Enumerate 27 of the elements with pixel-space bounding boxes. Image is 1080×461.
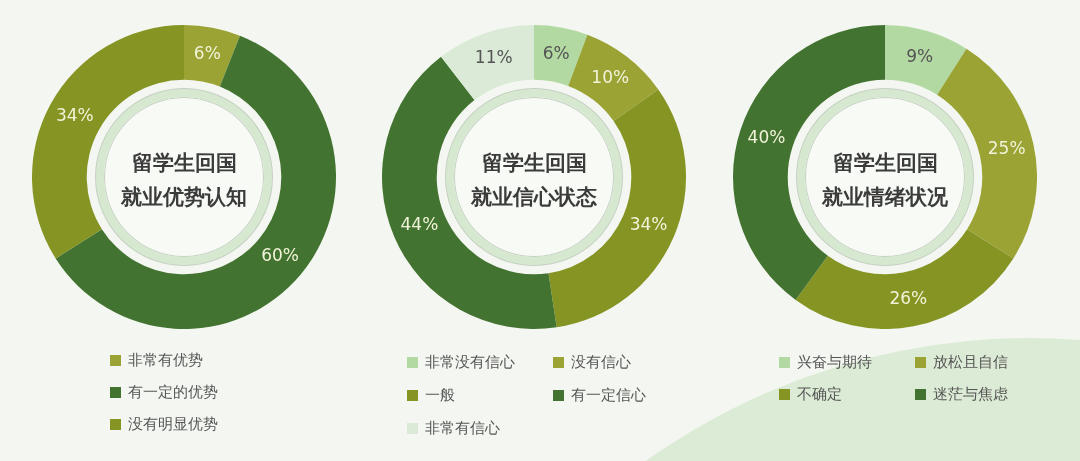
data-label: 10% [591, 66, 630, 87]
data-label: 9% [906, 45, 934, 66]
text: 留学生回国就业信心状态 [471, 150, 597, 211]
legend-label: 不确定 [797, 384, 842, 404]
data-label: 60% [261, 244, 299, 265]
legend-label: 有一定信心 [571, 386, 646, 405]
data-label: 6% [193, 42, 221, 63]
data-label: 6% [542, 42, 570, 63]
data-label: 34% [629, 214, 668, 235]
data-label: 40% [747, 126, 786, 147]
legend-label: 非常没有信心 [425, 353, 515, 372]
data-label: 11% [474, 47, 513, 68]
legend-label: 没有信心 [571, 353, 631, 372]
legend-label: 兴奋与期待 [797, 352, 872, 372]
data-label: 26% [889, 287, 928, 308]
text: 留学生回国就业情绪状况 [822, 150, 948, 211]
data-label: 34% [55, 105, 94, 126]
legend-label: 放松且自信 [933, 352, 1008, 372]
legend-label: 非常有优势 [128, 350, 203, 370]
data-label: 44% [400, 214, 439, 235]
legend-label: 有一定的优势 [128, 382, 218, 402]
text: 留学生回国就业优势认知 [121, 150, 247, 211]
legend-label: 迷茫与焦虑 [933, 384, 1008, 404]
legend-label: 没有明显优势 [128, 414, 218, 434]
data-label: 25% [987, 138, 1026, 159]
legend-label: 非常有信心 [425, 419, 500, 438]
legend-label: 一般 [425, 386, 455, 405]
